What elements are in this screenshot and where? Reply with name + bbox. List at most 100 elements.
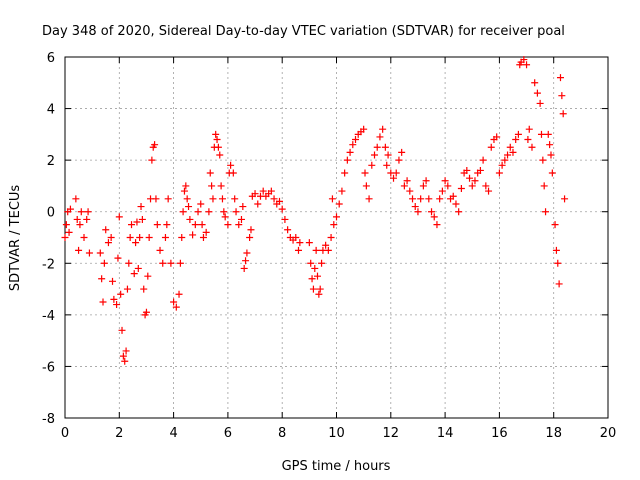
data-point xyxy=(324,246,332,254)
chart-title: Day 348 of 2020, Sidereal Day-to-day VTE… xyxy=(42,24,565,39)
data-point xyxy=(536,99,544,107)
data-point xyxy=(113,301,121,309)
data-point xyxy=(433,221,441,229)
data-point xyxy=(61,234,69,241)
data-point xyxy=(318,259,326,267)
data-point xyxy=(417,195,425,203)
data-point xyxy=(452,200,460,208)
data-point xyxy=(506,143,514,151)
data-point xyxy=(161,234,169,241)
data-point xyxy=(278,205,286,213)
x-tick-label: 8 xyxy=(278,426,286,441)
data-point xyxy=(110,295,118,303)
data-point xyxy=(552,246,560,254)
y-tick-label: -4 xyxy=(42,309,55,324)
data-point xyxy=(231,195,239,203)
data-point xyxy=(493,133,501,141)
data-point xyxy=(217,182,225,190)
data-point xyxy=(528,143,536,151)
data-point xyxy=(198,221,206,229)
data-point xyxy=(133,218,141,226)
data-point xyxy=(100,259,108,267)
data-point xyxy=(144,272,152,280)
data-point xyxy=(180,187,188,195)
data-point xyxy=(313,272,321,280)
data-point xyxy=(414,208,422,216)
x-tick-label: 10 xyxy=(328,426,345,441)
data-point xyxy=(449,192,457,200)
data-point xyxy=(533,89,541,97)
data-point xyxy=(208,182,216,190)
data-point xyxy=(542,208,550,216)
data-point xyxy=(485,187,493,195)
data-point xyxy=(121,357,129,365)
data-point xyxy=(466,174,474,182)
x-tick-label: 4 xyxy=(169,426,177,441)
data-point xyxy=(185,203,193,211)
data-point xyxy=(221,213,229,221)
data-point xyxy=(247,226,255,234)
data-point xyxy=(239,203,247,211)
data-point xyxy=(114,254,122,262)
data-point xyxy=(504,151,512,159)
data-point xyxy=(186,215,194,223)
data-point xyxy=(227,161,235,169)
data-point xyxy=(395,156,403,164)
data-point xyxy=(531,79,539,87)
data-point xyxy=(346,148,354,156)
data-point xyxy=(525,125,533,133)
data-point xyxy=(229,169,237,177)
data-point xyxy=(406,187,414,195)
data-point xyxy=(330,221,338,229)
y-tick-label: 6 xyxy=(47,51,55,66)
data-point xyxy=(561,195,569,203)
data-point xyxy=(403,177,411,185)
y-tick-label: 0 xyxy=(47,206,55,221)
data-point xyxy=(194,208,202,216)
data-point xyxy=(338,187,346,195)
data-point xyxy=(360,125,368,133)
data-point xyxy=(251,190,259,198)
data-point xyxy=(164,195,172,203)
data-point xyxy=(132,239,140,247)
data-point xyxy=(98,275,106,283)
data-point xyxy=(134,264,142,272)
data-point xyxy=(392,169,400,177)
data-point xyxy=(224,221,232,229)
data-point xyxy=(315,290,323,298)
data-point xyxy=(170,298,178,306)
data-point xyxy=(428,208,436,216)
x-tick-label: 12 xyxy=(383,426,400,441)
data-point xyxy=(281,215,289,223)
data-point xyxy=(183,195,191,203)
data-point xyxy=(379,125,387,133)
data-point xyxy=(365,195,373,203)
data-point xyxy=(411,203,419,211)
x-tick-label: 2 xyxy=(115,426,123,441)
data-point xyxy=(495,169,503,177)
data-point xyxy=(322,241,330,249)
data-point xyxy=(199,234,207,241)
data-point xyxy=(76,221,84,229)
data-point xyxy=(523,61,531,69)
data-point xyxy=(179,208,187,216)
data-point xyxy=(537,130,545,138)
data-point xyxy=(376,133,384,141)
data-point xyxy=(153,221,161,229)
data-point xyxy=(349,141,357,149)
data-point xyxy=(390,174,398,182)
data-point xyxy=(237,215,245,223)
data-point xyxy=(555,280,563,288)
data-point xyxy=(119,352,127,360)
data-point xyxy=(398,148,406,156)
data-point xyxy=(463,166,471,174)
data-point xyxy=(80,234,88,241)
data-point xyxy=(457,185,465,193)
data-point xyxy=(130,270,138,278)
data-point xyxy=(468,182,476,190)
data-point xyxy=(115,213,123,221)
x-tick-label: 20 xyxy=(600,426,617,441)
data-point xyxy=(270,195,278,203)
data-point xyxy=(197,200,205,208)
data-point xyxy=(343,156,351,164)
